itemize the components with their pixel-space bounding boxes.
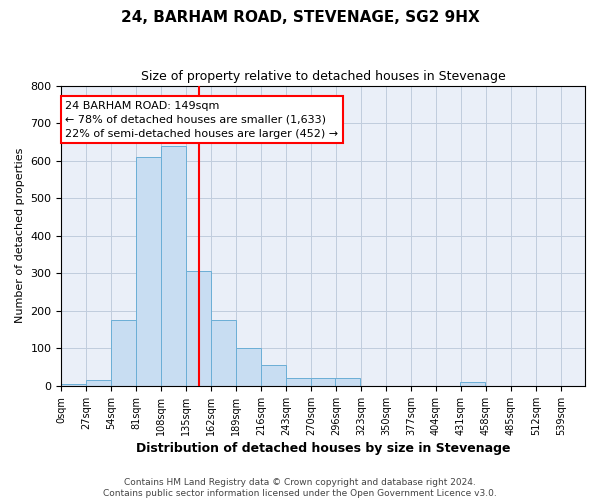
Bar: [61, 384, 86, 386]
Bar: [335, 378, 360, 386]
Bar: [161, 146, 186, 386]
Y-axis label: Number of detached properties: Number of detached properties: [15, 148, 25, 324]
Bar: [112, 320, 136, 386]
Text: 24, BARHAM ROAD, STEVENAGE, SG2 9HX: 24, BARHAM ROAD, STEVENAGE, SG2 9HX: [121, 10, 479, 25]
Bar: [261, 366, 286, 386]
Bar: [186, 272, 211, 386]
Bar: [136, 157, 161, 386]
Bar: [311, 378, 336, 386]
Bar: [286, 378, 311, 386]
Bar: [236, 348, 261, 386]
Text: Contains HM Land Registry data © Crown copyright and database right 2024.
Contai: Contains HM Land Registry data © Crown c…: [103, 478, 497, 498]
X-axis label: Distribution of detached houses by size in Stevenage: Distribution of detached houses by size …: [136, 442, 511, 455]
Text: 24 BARHAM ROAD: 149sqm
← 78% of detached houses are smaller (1,633)
22% of semi-: 24 BARHAM ROAD: 149sqm ← 78% of detached…: [65, 100, 338, 138]
Bar: [460, 382, 485, 386]
Bar: [86, 380, 112, 386]
Title: Size of property relative to detached houses in Stevenage: Size of property relative to detached ho…: [141, 70, 506, 83]
Bar: [211, 320, 236, 386]
